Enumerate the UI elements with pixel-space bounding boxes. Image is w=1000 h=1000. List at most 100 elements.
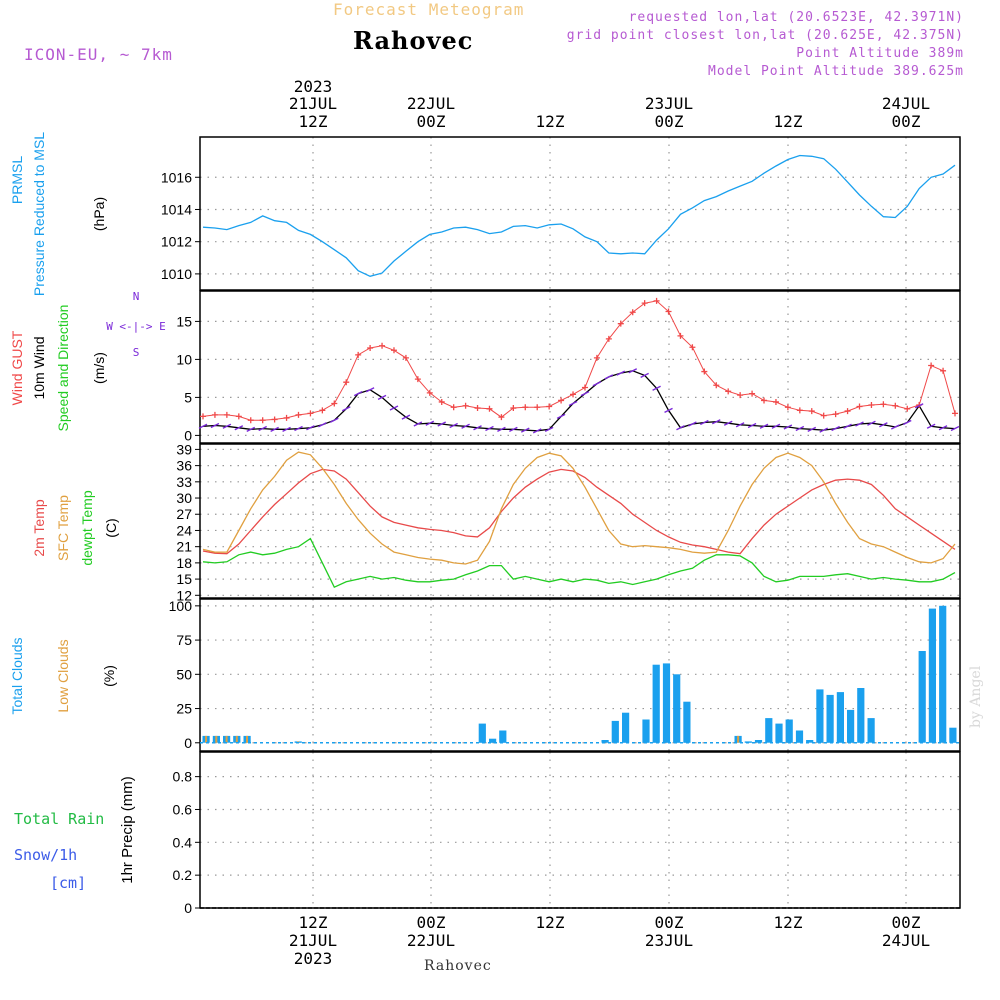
wind-gust-marker: [343, 379, 350, 386]
wind-direction-arrow: [879, 422, 888, 428]
total-cloud-bar: [816, 689, 824, 743]
wind-gust-marker: [379, 342, 386, 349]
low-cloud-bar: [215, 735, 218, 743]
total-cloud-bar: [826, 694, 834, 743]
wind-direction-arrow: [867, 420, 876, 426]
wind-direction-arrow: [568, 400, 578, 407]
location-title: Rahovec: [353, 26, 474, 55]
total-cloud-bar: [673, 674, 681, 743]
wind-direction-arrow: [449, 422, 458, 429]
wind-direction-arrow: [246, 426, 256, 432]
wind-gust-marker: [617, 320, 624, 327]
wind-gust-marker: [725, 388, 732, 395]
low-cloud-bar: [225, 735, 228, 743]
total-cloud-bar: [622, 712, 630, 743]
y-tick-label: 75: [176, 632, 192, 648]
wind-direction-arrow: [759, 423, 769, 429]
wind-direction-arrow: [914, 403, 924, 409]
wind-direction-arrow: [377, 394, 387, 401]
y-tick-label: 0: [184, 900, 192, 916]
panel-frame: [199, 443, 961, 599]
wind-gust-marker: [247, 417, 254, 424]
temp-2m-label: 2m Temp: [31, 499, 47, 557]
wind-direction-arrow: [819, 427, 829, 433]
total-cloud-bar: [949, 727, 957, 743]
wind-unit: (m/s): [91, 352, 107, 384]
time-label-top: 21JUL: [289, 94, 337, 113]
wind-gust-marker: [474, 405, 481, 412]
wind-gust-marker: [784, 404, 791, 411]
wind-direction-arrow: [592, 381, 602, 387]
wind-gust-marker: [940, 367, 947, 374]
y-tick-label: 1012: [161, 234, 192, 250]
wind-speed-line: [202, 370, 956, 432]
sfc-temp-label: SFC Temp: [55, 495, 71, 561]
wind-direction-arrow: [365, 387, 375, 393]
wind-gust-marker: [904, 405, 911, 412]
wind-gust-marker: [546, 403, 553, 410]
wind-direction-arrow: [461, 423, 470, 429]
total-cloud-bar: [918, 651, 926, 743]
wind-gust-marker: [952, 410, 958, 417]
y-tick-label: 0: [184, 735, 192, 751]
wind-direction-arrow: [783, 424, 793, 430]
time-label-bottom: 12Z: [299, 913, 328, 932]
wind-direction-arrow: [652, 385, 661, 391]
total-cloud-bar: [795, 730, 804, 743]
y-tick-label: 36: [176, 458, 192, 474]
y-tick-label: 0: [184, 427, 192, 443]
time-label-top: 23JUL: [645, 94, 693, 113]
wind-direction-arrow: [497, 426, 506, 432]
time-label-top: 24JUL: [882, 94, 930, 113]
total-cloud-bar: [478, 723, 486, 743]
wind-gust-marker: [438, 398, 445, 405]
low-cloud-bar: [737, 735, 740, 743]
sfc-temp-line: [202, 451, 956, 565]
y-tick-label: 0.6: [173, 801, 193, 817]
pressure-unit: (hPa): [91, 197, 107, 231]
time-label-bottom: 00Z: [417, 913, 446, 932]
total-cloud-bar: [642, 719, 650, 743]
y-tick-label: 1014: [161, 201, 192, 217]
total-cloud-bar: [499, 730, 507, 743]
wind-gust-marker: [629, 309, 636, 316]
wind-direction-arrow: [855, 421, 864, 427]
y-tick-label: 100: [169, 598, 193, 614]
time-label-top: 12Z: [774, 112, 803, 131]
wind-direction-arrow: [604, 374, 614, 380]
low-cloud-bar: [246, 735, 248, 743]
wind-direction-arrow: [413, 421, 423, 427]
wind-direction-arrow: [509, 426, 518, 432]
snow-label: Snow/1h: [14, 846, 77, 864]
total-cloud-bar: [765, 718, 773, 743]
wind-gust-marker: [283, 414, 290, 421]
time-label-bottom: 23JUL: [645, 931, 693, 950]
wind-direction-arrow: [198, 423, 208, 429]
wind-gust-marker: [534, 404, 541, 411]
wind-gust-marker: [271, 416, 278, 423]
wind-gust-marker: [235, 413, 242, 420]
wind-direction-arrow: [294, 425, 303, 432]
model-label: ICON-EU, ~ 7km: [24, 45, 173, 64]
wind-gust-marker: [390, 347, 397, 354]
clouds-unit: (%): [101, 665, 117, 687]
wind-direction-arrow: [747, 422, 757, 429]
wind-direction-arrow: [891, 424, 900, 430]
wind-gust-marker: [581, 384, 588, 391]
wind-direction-arrow: [389, 405, 399, 411]
wind-direction-arrow: [282, 426, 291, 432]
wind-gust-marker: [868, 402, 875, 408]
wind-direction-arrow: [831, 425, 840, 432]
time-label-bottom: 00Z: [655, 913, 684, 932]
wind-direction-arrow: [640, 372, 649, 378]
wind-direction-arrow: [628, 368, 638, 374]
wind-direction-arrow: [926, 423, 936, 429]
y-tick-label: 18: [176, 555, 192, 571]
wind-gust-marker: [892, 402, 899, 409]
time-label-bottom: 24JUL: [882, 931, 930, 950]
wind-direction-arrow: [688, 421, 697, 427]
time-label-top: 2023: [294, 77, 333, 96]
wind-direction-label: Speed and Direction: [55, 305, 71, 432]
wind-gust-marker: [486, 405, 493, 412]
total-cloud-bar: [775, 723, 783, 743]
